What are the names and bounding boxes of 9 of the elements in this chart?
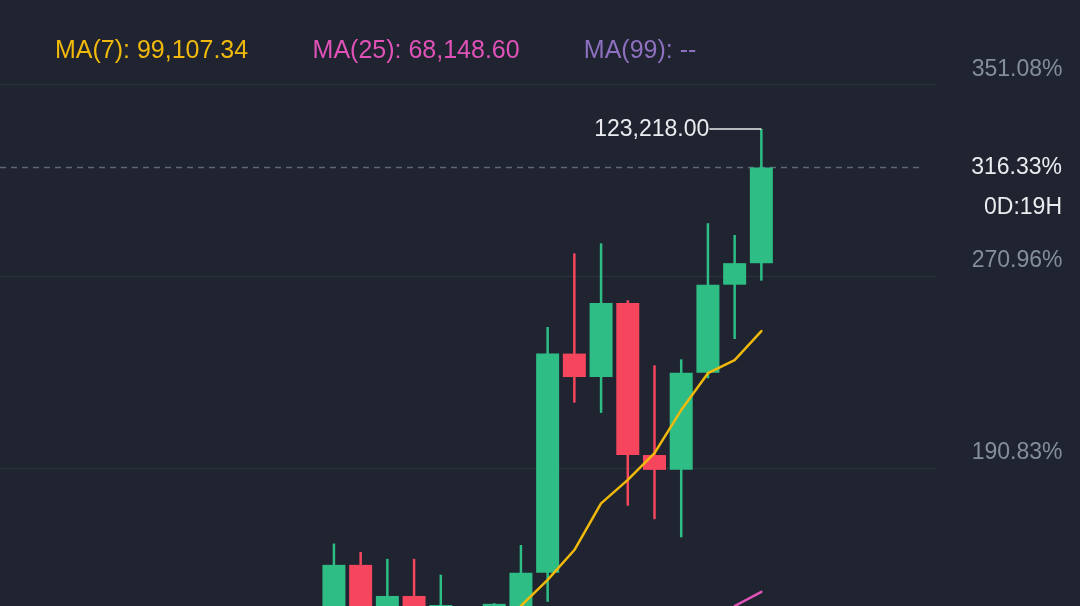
y-tick-label: 351.08% xyxy=(971,54,1063,81)
y-tick-label: 270.96% xyxy=(971,246,1063,273)
text: 0D:19H xyxy=(984,193,1062,220)
text: MA(25): 68,148.60 xyxy=(312,35,520,63)
text: MA(7): 99,107.34 xyxy=(55,35,249,63)
legend-label: MA(99): -- xyxy=(583,35,697,63)
y-tick-label: 190.83% xyxy=(971,438,1063,465)
annotation: 123,218.00 xyxy=(594,114,710,141)
ref-line-label: 316.33% xyxy=(971,153,1062,180)
